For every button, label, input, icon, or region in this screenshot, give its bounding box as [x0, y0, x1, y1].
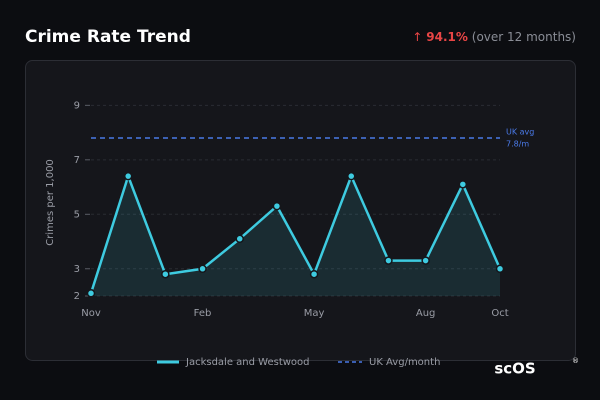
x-tick-label: Oct — [491, 308, 508, 319]
point — [123, 171, 133, 181]
x-tick-label: Nov — [81, 308, 101, 319]
point — [347, 171, 356, 181]
panel — [25, 60, 576, 361]
y-tick-label: 3 — [74, 264, 80, 275]
legend-label: UK Avg/month — [369, 357, 440, 368]
y-axis-label: Crimes per 1,000 — [45, 159, 56, 246]
point — [235, 234, 244, 244]
point — [421, 256, 430, 265]
change-arrow: ↑ — [412, 30, 422, 44]
point — [198, 264, 207, 274]
title: Crime Rate Trend — [25, 27, 191, 47]
y-tick-label: 2 — [74, 291, 80, 302]
change-note: (over 12 months) — [472, 30, 576, 44]
y-tick-label: 9 — [74, 100, 80, 111]
x-tick-label: Feb — [194, 308, 212, 319]
point — [309, 269, 319, 279]
change-value: 94.1% — [426, 30, 468, 44]
reference-label: UK avg — [506, 128, 534, 137]
logo: scOS — [494, 360, 535, 378]
logo-mark: ® — [572, 357, 579, 365]
area — [91, 176, 500, 296]
point — [161, 269, 170, 279]
y-tick-label: 7 — [74, 155, 80, 166]
point — [384, 256, 393, 265]
reference-label: 7.8/m — [506, 140, 529, 149]
point — [86, 289, 96, 298]
x-tick-label: May — [304, 308, 325, 319]
line — [89, 172, 502, 294]
point — [495, 264, 505, 274]
change: ↑ 94.1% (over 12 months) — [412, 30, 576, 44]
legend-label: Jacksdale and Westwood — [185, 357, 310, 368]
y-tick-label: 5 — [74, 209, 80, 220]
point — [458, 180, 468, 189]
point — [272, 201, 282, 211]
x-tick-label: Aug — [416, 308, 436, 319]
